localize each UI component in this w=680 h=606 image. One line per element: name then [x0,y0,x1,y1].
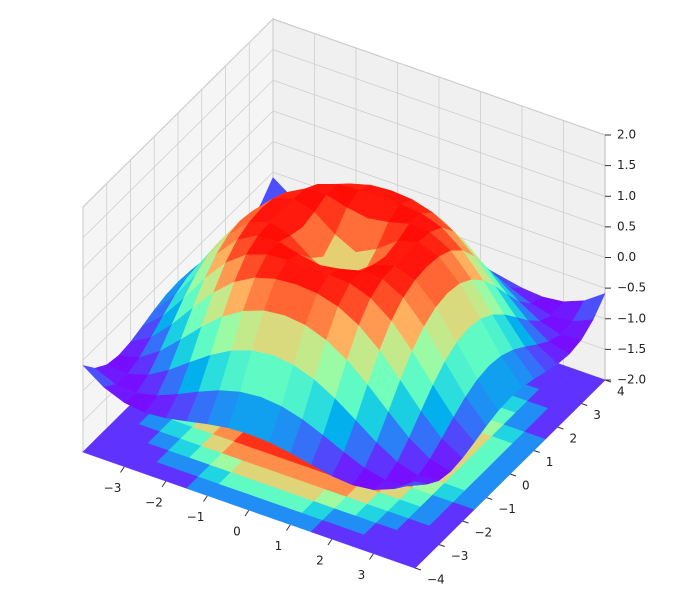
y-tick-label: −2 [475,526,493,540]
y-tick [414,567,422,571]
grid-line [272,141,606,258]
y-tick [557,426,564,430]
x-tick-label: −2 [145,496,163,510]
grid-line [272,79,606,197]
grid-line [82,49,274,238]
y-tick [462,520,469,524]
grid-line [82,79,274,269]
x-tick [203,495,208,502]
z-tick-label: −1.0 [617,311,646,325]
grid-line [82,171,274,361]
grid-line [82,18,274,208]
z-tick-label: 0.5 [617,219,636,233]
z-tick-label: 2.0 [617,128,636,142]
x-tick [244,509,250,517]
z-tick-label: −2.0 [617,373,646,387]
x-tick-label: 2 [316,554,324,568]
y-tick [509,473,517,477]
y-tick-label: 0 [522,479,530,493]
x-tick-label: −3 [104,481,122,495]
y-tick [486,497,493,500]
z-tick-label: −1.5 [617,342,646,356]
surface-cell [394,481,427,489]
grid-line [82,141,274,330]
x-tick-label: 0 [233,525,241,539]
z-tick-label: 0.0 [617,250,636,264]
y-tick-label: 4 [617,385,625,399]
y-tick-label: −1 [498,502,516,516]
x-tick [327,538,333,546]
grid-line [82,110,274,300]
grid-line [272,49,606,167]
y-tick-label: −4 [427,573,445,587]
y-tick-label: 2 [570,432,578,446]
x-tick [369,553,374,560]
y-tick [438,544,445,547]
z-tick-label: 1.0 [617,189,636,203]
y-tick-label: 1 [546,455,554,469]
grid-line [272,18,606,136]
y-tick-label: 3 [593,408,601,422]
y-tick [581,403,588,406]
contour-cell [571,372,606,393]
y-tick [533,450,540,453]
x-tick [161,480,167,488]
x-tick [286,524,291,531]
x-tick-label: 1 [275,539,283,553]
z-tick-label: 1.5 [617,158,636,172]
x-tick [120,466,125,473]
y-tick-label: −3 [451,549,469,563]
x-tick-label: 3 [358,568,366,582]
x-tick-label: −1 [187,510,205,524]
grid-line [272,110,606,228]
z-tick-label: −0.5 [617,281,646,295]
